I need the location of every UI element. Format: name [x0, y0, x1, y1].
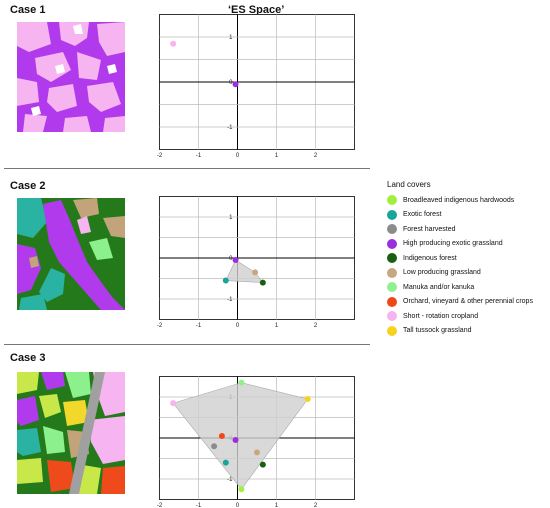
data-point	[170, 400, 177, 407]
data-point	[170, 40, 177, 47]
legend-swatch	[387, 195, 397, 206]
data-point	[252, 269, 259, 276]
y-tick-label: -1	[227, 125, 233, 131]
data-point	[259, 279, 266, 286]
x-tick-label: -2	[157, 503, 163, 508]
data-point	[218, 432, 225, 439]
land-covers-legend: Land covers Broadleaved indigenous hardw…	[387, 180, 547, 338]
x-tick-label: -1	[196, 153, 202, 159]
legend-title: Land covers	[387, 180, 431, 189]
data-point	[211, 443, 218, 450]
legend-item: Indigenous forest	[387, 251, 547, 266]
case-2-land-cover-map	[17, 198, 125, 310]
legend-swatch	[387, 267, 397, 278]
x-tick-label: 2	[314, 323, 318, 329]
legend-label: Exotic forest	[403, 211, 442, 219]
x-tick-label: 2	[314, 503, 318, 508]
y-tick-label: 0	[229, 80, 233, 86]
data-point	[238, 379, 245, 386]
data-point	[232, 81, 239, 88]
x-tick-label: -2	[157, 153, 163, 159]
legend-swatch	[387, 224, 397, 235]
x-tick-label: -2	[157, 323, 163, 329]
y-tick-label: 1	[229, 35, 233, 41]
legend-item: Forest harvested	[387, 222, 547, 237]
legend-label: Manuka and/or kanuka	[403, 283, 475, 291]
case-1-land-cover-map	[17, 22, 125, 132]
legend-swatch	[387, 209, 397, 220]
legend-label: Short - rotation cropland	[403, 312, 479, 320]
separator-1	[4, 168, 370, 169]
legend-swatch	[387, 238, 397, 249]
data-point	[222, 459, 229, 466]
legend-swatch	[387, 296, 397, 307]
case-3-label: Case 3	[10, 352, 46, 364]
data-point	[254, 449, 260, 456]
es-space-title: ‘ES Space’	[228, 4, 285, 16]
legend-label: Forest harvested	[403, 225, 456, 233]
legend-label: High producing exotic grassland	[403, 240, 503, 248]
legend-swatch	[387, 253, 397, 264]
y-tick-label: -1	[227, 477, 233, 483]
legend-swatch	[387, 325, 397, 336]
case-1-label: Case 1	[10, 4, 46, 16]
y-tick-label: 1	[229, 215, 233, 221]
legend-label: Orchard, vineyard & other perennial crop…	[403, 298, 533, 306]
legend-label: Broadleaved indigenous hardwoods	[403, 196, 515, 204]
x-tick-label: 2	[314, 153, 318, 159]
legend-label: Low producing grassland	[403, 269, 481, 277]
x-tick-label: 0	[236, 323, 240, 329]
legend-item: Short - rotation cropland	[387, 309, 547, 324]
case-2-es-space-plot: -2 -1 0 1 2 1 0 -1	[157, 196, 355, 329]
x-tick-label: 0	[236, 503, 240, 508]
x-tick-label: 1	[275, 323, 279, 329]
legend-item: Exotic forest	[387, 208, 547, 223]
legend-item: Broadleaved indigenous hardwoods	[387, 193, 547, 208]
data-point	[238, 486, 245, 493]
y-tick-label: 0	[229, 256, 233, 262]
legend-label: Tall tussock grassland	[403, 327, 472, 335]
y-tick-label: -1	[227, 297, 233, 303]
legend-swatch	[387, 282, 397, 293]
case-2-label: Case 2	[10, 180, 46, 192]
legend-item: Low producing grassland	[387, 266, 547, 281]
data-point	[259, 461, 266, 468]
legend-swatch	[387, 311, 397, 322]
x-tick-label: -1	[196, 323, 202, 329]
legend-item: High producing exotic grassland	[387, 237, 547, 252]
x-tick-label: 1	[275, 503, 279, 508]
x-tick-label: 0	[236, 153, 240, 159]
legend-label: Indigenous forest	[403, 254, 457, 262]
data-point	[304, 396, 311, 403]
data-point	[232, 437, 239, 444]
legend-item: Manuka and/or kanuka	[387, 280, 547, 295]
legend-item: Tall tussock grassland	[387, 324, 547, 339]
data-point	[232, 257, 239, 264]
case-1-es-space-plot: -2 -1 0 1 2 1 0 -1	[157, 14, 355, 159]
legend-item: Orchard, vineyard & other perennial crop…	[387, 295, 547, 310]
data-point	[222, 277, 229, 284]
x-tick-label: -1	[196, 503, 202, 508]
separator-2	[4, 344, 370, 345]
x-tick-label: 1	[275, 153, 279, 159]
case-3-land-cover-map	[17, 372, 125, 494]
